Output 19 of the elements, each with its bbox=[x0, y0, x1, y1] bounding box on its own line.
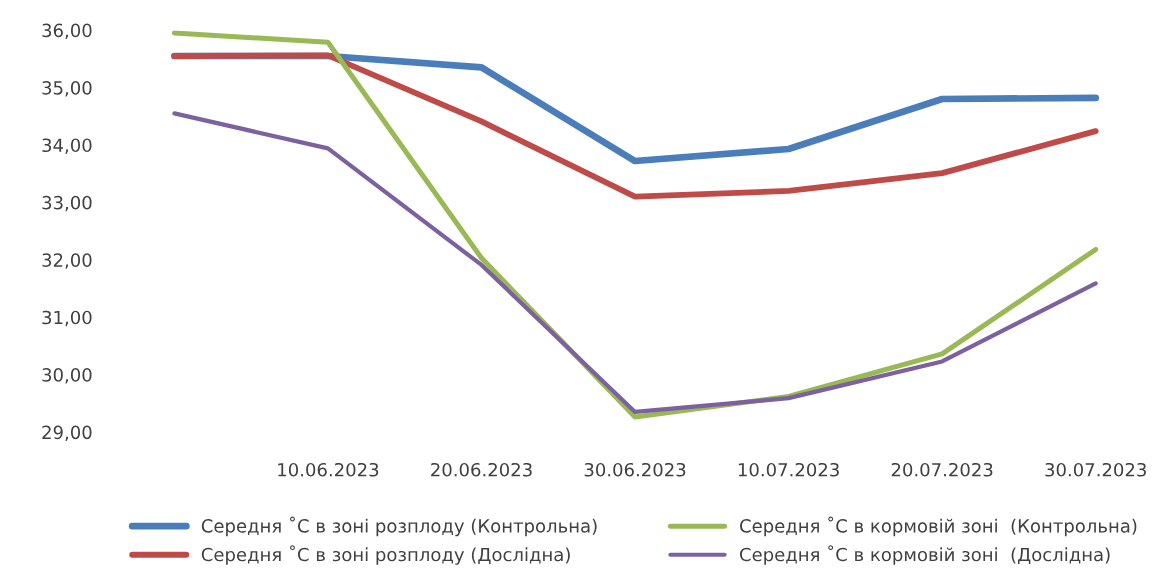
y-tick-label: 30,00 bbox=[42, 368, 92, 384]
legend-label: Середня ˚С в кормовій зоні (Контрольна) bbox=[740, 516, 1137, 537]
line-series bbox=[172, 111, 1098, 415]
y-tick-label: 36,00 bbox=[42, 23, 92, 40]
y-tick-label: 33,00 bbox=[42, 195, 92, 212]
x-tick-label: 30.07.2023 bbox=[1045, 462, 1146, 477]
y-tick-label: 31,00 bbox=[42, 310, 92, 327]
y-tick-label: 32,00 bbox=[42, 253, 92, 269]
x-tick-label: 10.06.2023 bbox=[278, 462, 379, 477]
x-tick-label: 20.07.2023 bbox=[891, 462, 993, 477]
x-tick-label: 30.06.2023 bbox=[584, 462, 686, 477]
legend-label: Середня ˚С в зоні розплоду (Дослідна) bbox=[201, 545, 570, 565]
x-tick-label: 20.06.2023 bbox=[431, 462, 532, 477]
legend-label: Середня ˚С в зоні розплоду (Контрольна) bbox=[201, 516, 597, 537]
x-tick-label: 10.07.2023 bbox=[738, 462, 839, 477]
legend-label: Середня ˚С в кормовій зоні (Дослідна) bbox=[740, 545, 1110, 565]
y-tick-label: 34,00 bbox=[42, 138, 92, 154]
y-tick-label: 35,00 bbox=[42, 81, 92, 97]
y-tick-label: 29,00 bbox=[42, 425, 92, 441]
